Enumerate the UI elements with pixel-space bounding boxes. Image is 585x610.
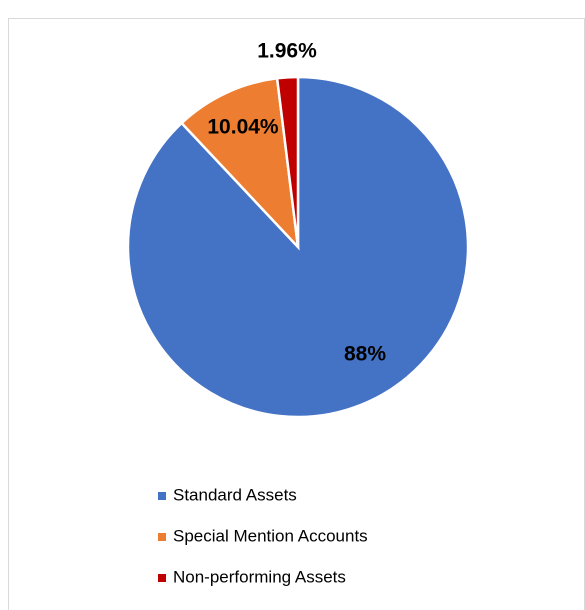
legend-marker (158, 492, 166, 500)
legend-label: Standard Assets (173, 485, 297, 504)
legend-label: Special Mention Accounts (173, 526, 368, 545)
legend-marker (158, 574, 166, 582)
data-label: 1.96% (257, 40, 317, 63)
pie-slice (179, 76, 300, 251)
data-label: 88% (344, 343, 386, 366)
legend-marker (158, 533, 166, 541)
legend-label: Non-performing Assets (173, 567, 346, 586)
pie-slice (275, 75, 300, 248)
data-label: 10.04% (207, 116, 279, 139)
pie-slice (126, 75, 470, 419)
